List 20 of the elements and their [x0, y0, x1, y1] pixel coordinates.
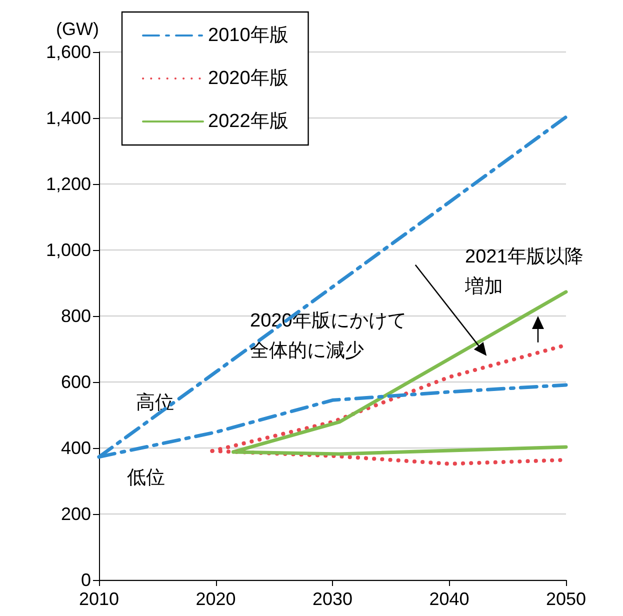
annotation: 低位 — [127, 468, 165, 488]
legend-label: 2010年版 — [208, 25, 288, 46]
y-tick-label: 1,200 — [46, 174, 91, 194]
y-tick-label: 1,000 — [46, 240, 91, 260]
x-tick-label: 2050 — [546, 589, 586, 609]
x-tick-label: 2040 — [429, 589, 470, 609]
y-tick-label: 1,600 — [46, 42, 91, 62]
x-tick-label: 2020 — [196, 589, 236, 609]
y-tick-label: 1,400 — [46, 108, 91, 128]
annotation: 2021年版以降増加 — [464, 246, 584, 298]
legend-label: 2022年版 — [208, 111, 288, 132]
y-tick-label: 400 — [60, 438, 91, 458]
y-tick-label: 800 — [60, 306, 91, 326]
y-tick-label: 200 — [60, 504, 91, 524]
x-tick-label: 2010 — [78, 589, 120, 609]
y-tick-label: 0 — [80, 570, 91, 590]
x-tick-label: 2030 — [312, 589, 353, 609]
y-tick-label: 600 — [60, 372, 91, 392]
y-axis-title: (GW) — [56, 19, 99, 39]
legend-label: 2020年版 — [208, 68, 288, 89]
